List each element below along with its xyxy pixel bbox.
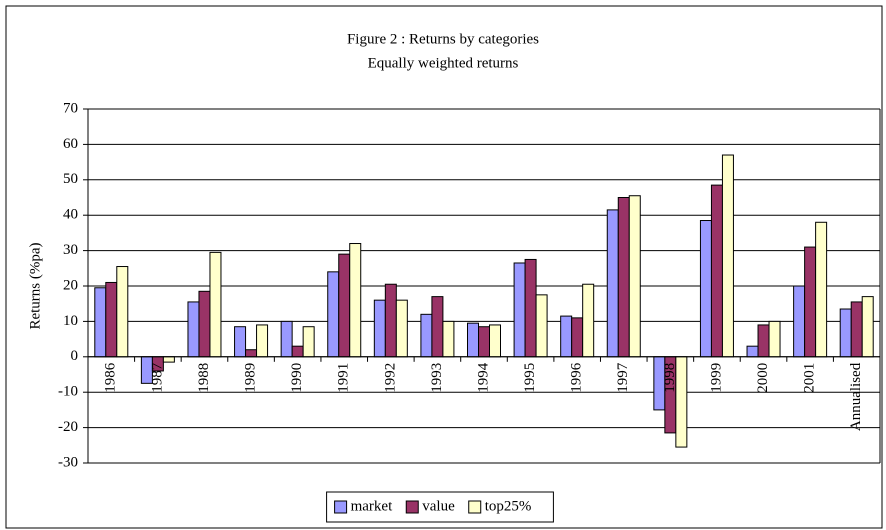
bar bbox=[467, 322, 479, 358]
y-tick-label: 70 bbox=[63, 100, 78, 116]
bar bbox=[431, 296, 444, 358]
bar bbox=[710, 184, 723, 358]
bar bbox=[571, 317, 584, 358]
legend-label: market bbox=[351, 498, 393, 514]
y-tick-label: 20 bbox=[63, 277, 78, 293]
x-tick-label: 1992 bbox=[382, 363, 398, 393]
x-tick-label: 1994 bbox=[475, 362, 491, 393]
bar bbox=[234, 326, 247, 358]
bar bbox=[338, 253, 351, 358]
x-tick-label: 1993 bbox=[429, 363, 445, 393]
bar bbox=[628, 195, 641, 358]
bar bbox=[209, 251, 222, 358]
x-tick-label: 1988 bbox=[196, 363, 212, 393]
bar bbox=[757, 324, 770, 358]
bar bbox=[793, 285, 806, 358]
bar bbox=[420, 313, 433, 358]
bar bbox=[746, 345, 759, 358]
bar bbox=[582, 283, 595, 358]
legend-label: value bbox=[422, 498, 455, 514]
chart-title: Figure 2 : Returns by categories bbox=[347, 31, 539, 47]
y-tick-label: 10 bbox=[63, 313, 78, 329]
chart-border bbox=[5, 5, 883, 529]
legend-label: top25% bbox=[485, 498, 532, 514]
bar bbox=[187, 301, 200, 358]
bar bbox=[721, 154, 734, 358]
x-tick-label: 1996 bbox=[569, 362, 585, 393]
x-tick-label: 2000 bbox=[755, 363, 771, 393]
bar bbox=[291, 345, 304, 358]
x-tick-label: 1986 bbox=[103, 362, 119, 393]
bar bbox=[198, 290, 211, 358]
x-tick-label: 1991 bbox=[336, 363, 352, 393]
y-tick-label: 50 bbox=[63, 171, 78, 187]
x-tick-label: 1999 bbox=[708, 363, 724, 393]
x-tick-label: 1997 bbox=[615, 362, 631, 393]
chart-subtitle: Equally weighted returns bbox=[368, 55, 519, 71]
bar bbox=[489, 324, 501, 358]
y-tick-label: 0 bbox=[71, 348, 79, 364]
bar bbox=[105, 281, 118, 358]
bar bbox=[768, 320, 781, 358]
legend-swatch bbox=[334, 500, 348, 514]
bar bbox=[535, 294, 548, 358]
bar bbox=[478, 326, 490, 358]
y-tick-label: -20 bbox=[58, 419, 78, 435]
x-tick-label: 1995 bbox=[522, 363, 538, 393]
bar bbox=[513, 262, 526, 358]
bar bbox=[384, 283, 397, 358]
bar bbox=[617, 197, 630, 358]
y-tick-label: 40 bbox=[63, 207, 78, 223]
x-tick-label: 2001 bbox=[802, 363, 818, 393]
bar bbox=[373, 299, 386, 358]
bar bbox=[524, 258, 537, 358]
y-tick-label: -10 bbox=[58, 384, 78, 400]
bar bbox=[804, 246, 817, 358]
bar bbox=[839, 308, 852, 358]
bar bbox=[327, 271, 340, 358]
bar bbox=[560, 315, 573, 358]
x-tick-label: 1998 bbox=[662, 363, 678, 393]
y-tick-label: 60 bbox=[63, 136, 78, 152]
y-tick-label: 30 bbox=[63, 242, 78, 258]
bar bbox=[245, 349, 258, 358]
legend-swatch bbox=[468, 500, 482, 514]
bar bbox=[302, 326, 315, 358]
bar bbox=[606, 209, 619, 358]
bar bbox=[442, 320, 455, 358]
legend-box bbox=[326, 491, 554, 523]
bar bbox=[280, 320, 293, 358]
bar bbox=[116, 266, 129, 358]
bar bbox=[256, 324, 269, 358]
x-tick-label: Annualised bbox=[848, 362, 864, 431]
y-tick-label: -30 bbox=[58, 454, 78, 470]
legend-swatch bbox=[405, 500, 419, 514]
bar bbox=[94, 287, 107, 358]
bar bbox=[815, 221, 828, 358]
x-tick-label: 1987 bbox=[149, 362, 165, 393]
bar bbox=[162, 356, 175, 363]
x-tick-label: 1990 bbox=[289, 363, 305, 393]
bar bbox=[861, 296, 874, 358]
y-axis-title: Returns (%pa) bbox=[27, 242, 43, 329]
bar bbox=[349, 243, 362, 358]
bar bbox=[850, 301, 863, 358]
bar bbox=[395, 299, 408, 358]
x-tick-label: 1989 bbox=[242, 363, 258, 393]
bar bbox=[699, 220, 712, 358]
